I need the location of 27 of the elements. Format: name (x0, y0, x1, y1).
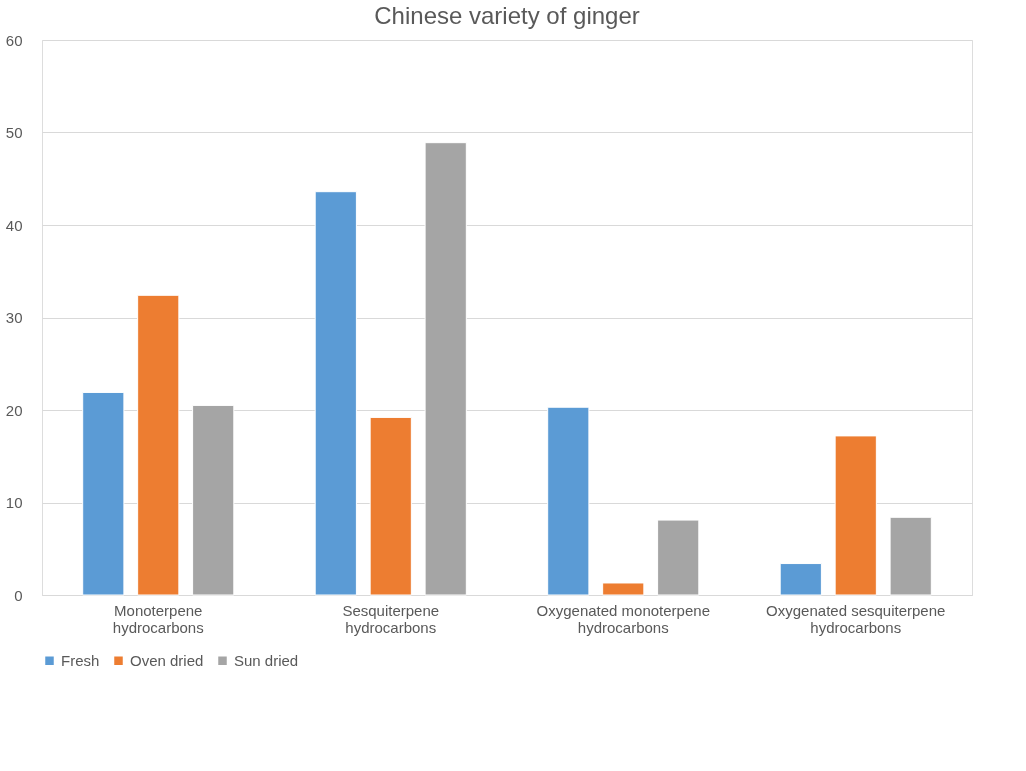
legend-label: Oven dried (130, 651, 204, 669)
bar (889, 516, 932, 596)
bar (424, 142, 467, 596)
bar (657, 519, 700, 596)
bar (547, 406, 590, 596)
y-tick-label: 50 (5, 124, 23, 141)
y-tick-label: 30 (5, 309, 23, 326)
bar (82, 391, 125, 596)
bar (137, 294, 180, 596)
bar (779, 563, 822, 596)
bar (314, 191, 357, 596)
y-tick-label: 40 (5, 216, 23, 234)
bar (369, 416, 412, 596)
chart-title: Chinese variety of ginger (374, 2, 640, 29)
y-tick-label: 60 (5, 31, 23, 49)
legend-label: Sun dried (234, 651, 299, 669)
y-tick-label: 0 (14, 586, 23, 604)
bar (602, 582, 645, 596)
bar (834, 435, 877, 596)
x-tick-label: Monoterpene hydrocarbons (112, 601, 204, 636)
bar (192, 404, 235, 596)
x-tick-label: Oxygenated monoterpene hydrocarbons (536, 601, 710, 636)
x-tick-label: Sesquiterpene hydrocarbons (342, 601, 440, 636)
y-tick-label: 10 (5, 494, 23, 511)
y-tick-label: 20 (5, 401, 23, 419)
x-tick-label: Oxygenated sesquiterpene hydrocarbons (766, 601, 946, 636)
legend-label: Fresh (61, 651, 100, 669)
